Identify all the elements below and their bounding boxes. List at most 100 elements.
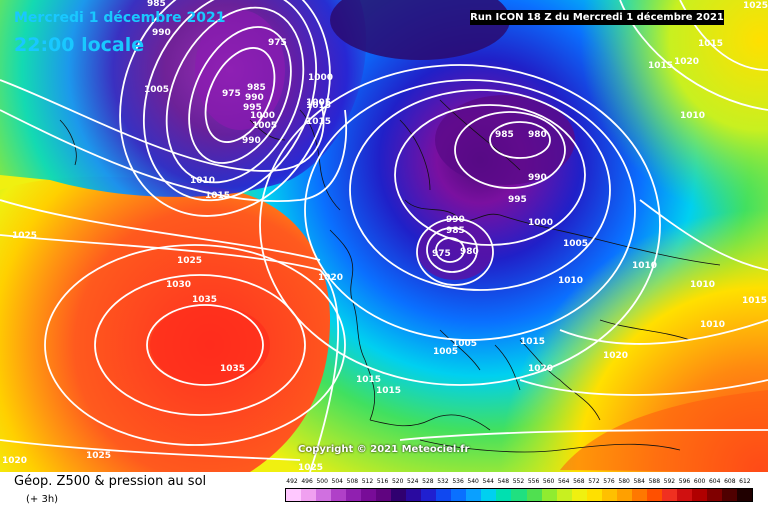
scale-label: 528: [422, 478, 434, 485]
scale-label: 544: [482, 478, 494, 485]
scale-label: 596: [678, 478, 691, 485]
scale-label: 580: [618, 478, 630, 485]
scale-swatch: [556, 489, 572, 501]
isobar-label: 1025: [743, 1, 768, 11]
isobar-label: 1035: [192, 295, 217, 305]
isobar-label: 1025: [177, 256, 202, 266]
legend-subtitle: (+ 3h): [26, 494, 59, 505]
isobar-label: 1000: [250, 111, 275, 121]
isobar-label: 975: [222, 89, 241, 99]
scale-swatch: [511, 489, 527, 501]
color-scale-bar: [285, 488, 753, 502]
isobar-label: 1015: [356, 375, 381, 385]
scale-swatch: [571, 489, 587, 501]
isobar-label: 1005: [144, 85, 169, 95]
scale-label: 576: [603, 478, 615, 485]
isobar-label: 985: [495, 130, 514, 140]
scale-swatch: [481, 489, 497, 501]
coastlines: [59, 99, 721, 453]
scale-swatch: [721, 489, 737, 501]
isobar-label: 1000: [308, 73, 333, 83]
scale-swatch: [286, 489, 302, 501]
isobar-label: 1015: [205, 191, 230, 201]
scale-label: 508: [346, 478, 359, 485]
scale-label: 556: [527, 478, 540, 485]
forecast-date: Mercredi 1 décembre 2021: [14, 10, 226, 26]
isobar-label: 1005: [433, 347, 458, 357]
isobar-label: 1015: [648, 61, 673, 71]
isobar-label: 1015: [698, 39, 723, 49]
isobar-label: 1015: [306, 117, 331, 127]
isobar-label: 1035: [220, 364, 245, 374]
isobar-label: 980: [528, 130, 547, 140]
isobar-label: 1030: [166, 280, 191, 290]
scale-label: 588: [648, 478, 661, 485]
scale-swatch: [631, 489, 647, 501]
isobar-label: 1025: [86, 451, 111, 461]
scale-label: 612: [739, 478, 751, 485]
scale-swatch: [361, 489, 377, 501]
scale-label: 548: [497, 478, 510, 485]
isobar-label: 1005: [306, 98, 331, 108]
scale-swatch: [421, 489, 437, 501]
scale-label: 568: [573, 478, 585, 485]
isobar-label: 1015: [742, 296, 767, 306]
isobar-label: 975: [432, 249, 451, 259]
scale-swatch: [451, 489, 467, 501]
scale-label: 592: [663, 478, 676, 485]
isobar-label: 980: [460, 247, 479, 257]
isobar-label: 990: [152, 28, 171, 38]
isobar-labels: 985 990 975 1005 1000 1005 975 985 990 9…: [2, 0, 768, 472]
scale-label: 560: [542, 478, 555, 485]
isobar-label: 1010: [700, 320, 725, 330]
scale-label: 600: [693, 478, 706, 485]
scale-swatch: [406, 489, 422, 501]
isobar-label: 995: [508, 195, 527, 205]
scale-label: 536: [452, 478, 464, 485]
isobar-label: 1005: [452, 339, 477, 349]
legend-footer: Géop. Z500 & pression au sol (+ 3h) 492 4…: [0, 472, 768, 512]
isobar-label: 1020: [528, 364, 553, 374]
scale-swatch: [646, 489, 662, 501]
scale-swatch: [616, 489, 632, 501]
isobar-label: 985: [247, 83, 266, 93]
scale-swatch: [316, 489, 332, 501]
scale-swatch: [391, 489, 407, 501]
isobar-label: 990: [446, 215, 465, 225]
scale-label: 516: [376, 478, 389, 485]
model-run-label: Run ICON 18 Z du Mercredi 1 décembre 202…: [470, 10, 724, 25]
scale-swatch: [691, 489, 707, 501]
isobar-label: 1020: [318, 273, 343, 283]
scale-label: 552: [512, 478, 525, 485]
scale-swatch: [376, 489, 392, 501]
scale-swatch: [601, 489, 617, 501]
scale-swatch: [436, 489, 452, 501]
scale-swatch: [346, 489, 362, 501]
scale-swatch: [736, 489, 752, 501]
scale-swatch: [706, 489, 722, 501]
isobar-label: 1020: [603, 351, 628, 361]
isobar-label: 1010: [690, 280, 715, 290]
scale-label: 500: [316, 478, 328, 485]
scale-swatch: [676, 489, 692, 501]
scale-label: 604: [708, 478, 721, 485]
scale-label: 564: [558, 478, 570, 485]
isobar-label: 1010: [558, 276, 583, 286]
isobar-label: 990: [245, 93, 264, 103]
isobar-label: 1015: [306, 101, 331, 111]
isobar-label: 995: [243, 103, 262, 113]
scale-label: 532: [437, 478, 449, 485]
forecast-time: 22:00 locale: [14, 34, 145, 56]
isobar-label: 1020: [2, 456, 27, 466]
legend-title: Géop. Z500 & pression au sol: [14, 474, 207, 489]
copyright-notice: Copyright © 2021 Meteociel.fr: [298, 444, 470, 455]
isobar-label: 1025: [12, 231, 37, 241]
isobar-label: 1010: [680, 111, 705, 121]
pressure-geopotential-map: 985 990 975 1005 1000 1005 975 985 990 9…: [0, 0, 768, 472]
scale-swatch: [526, 489, 542, 501]
isobar-label: 985: [446, 226, 465, 236]
scale-label: 492: [286, 478, 298, 485]
isobar-label: 1015: [376, 386, 401, 396]
scale-label: 608: [724, 478, 736, 485]
